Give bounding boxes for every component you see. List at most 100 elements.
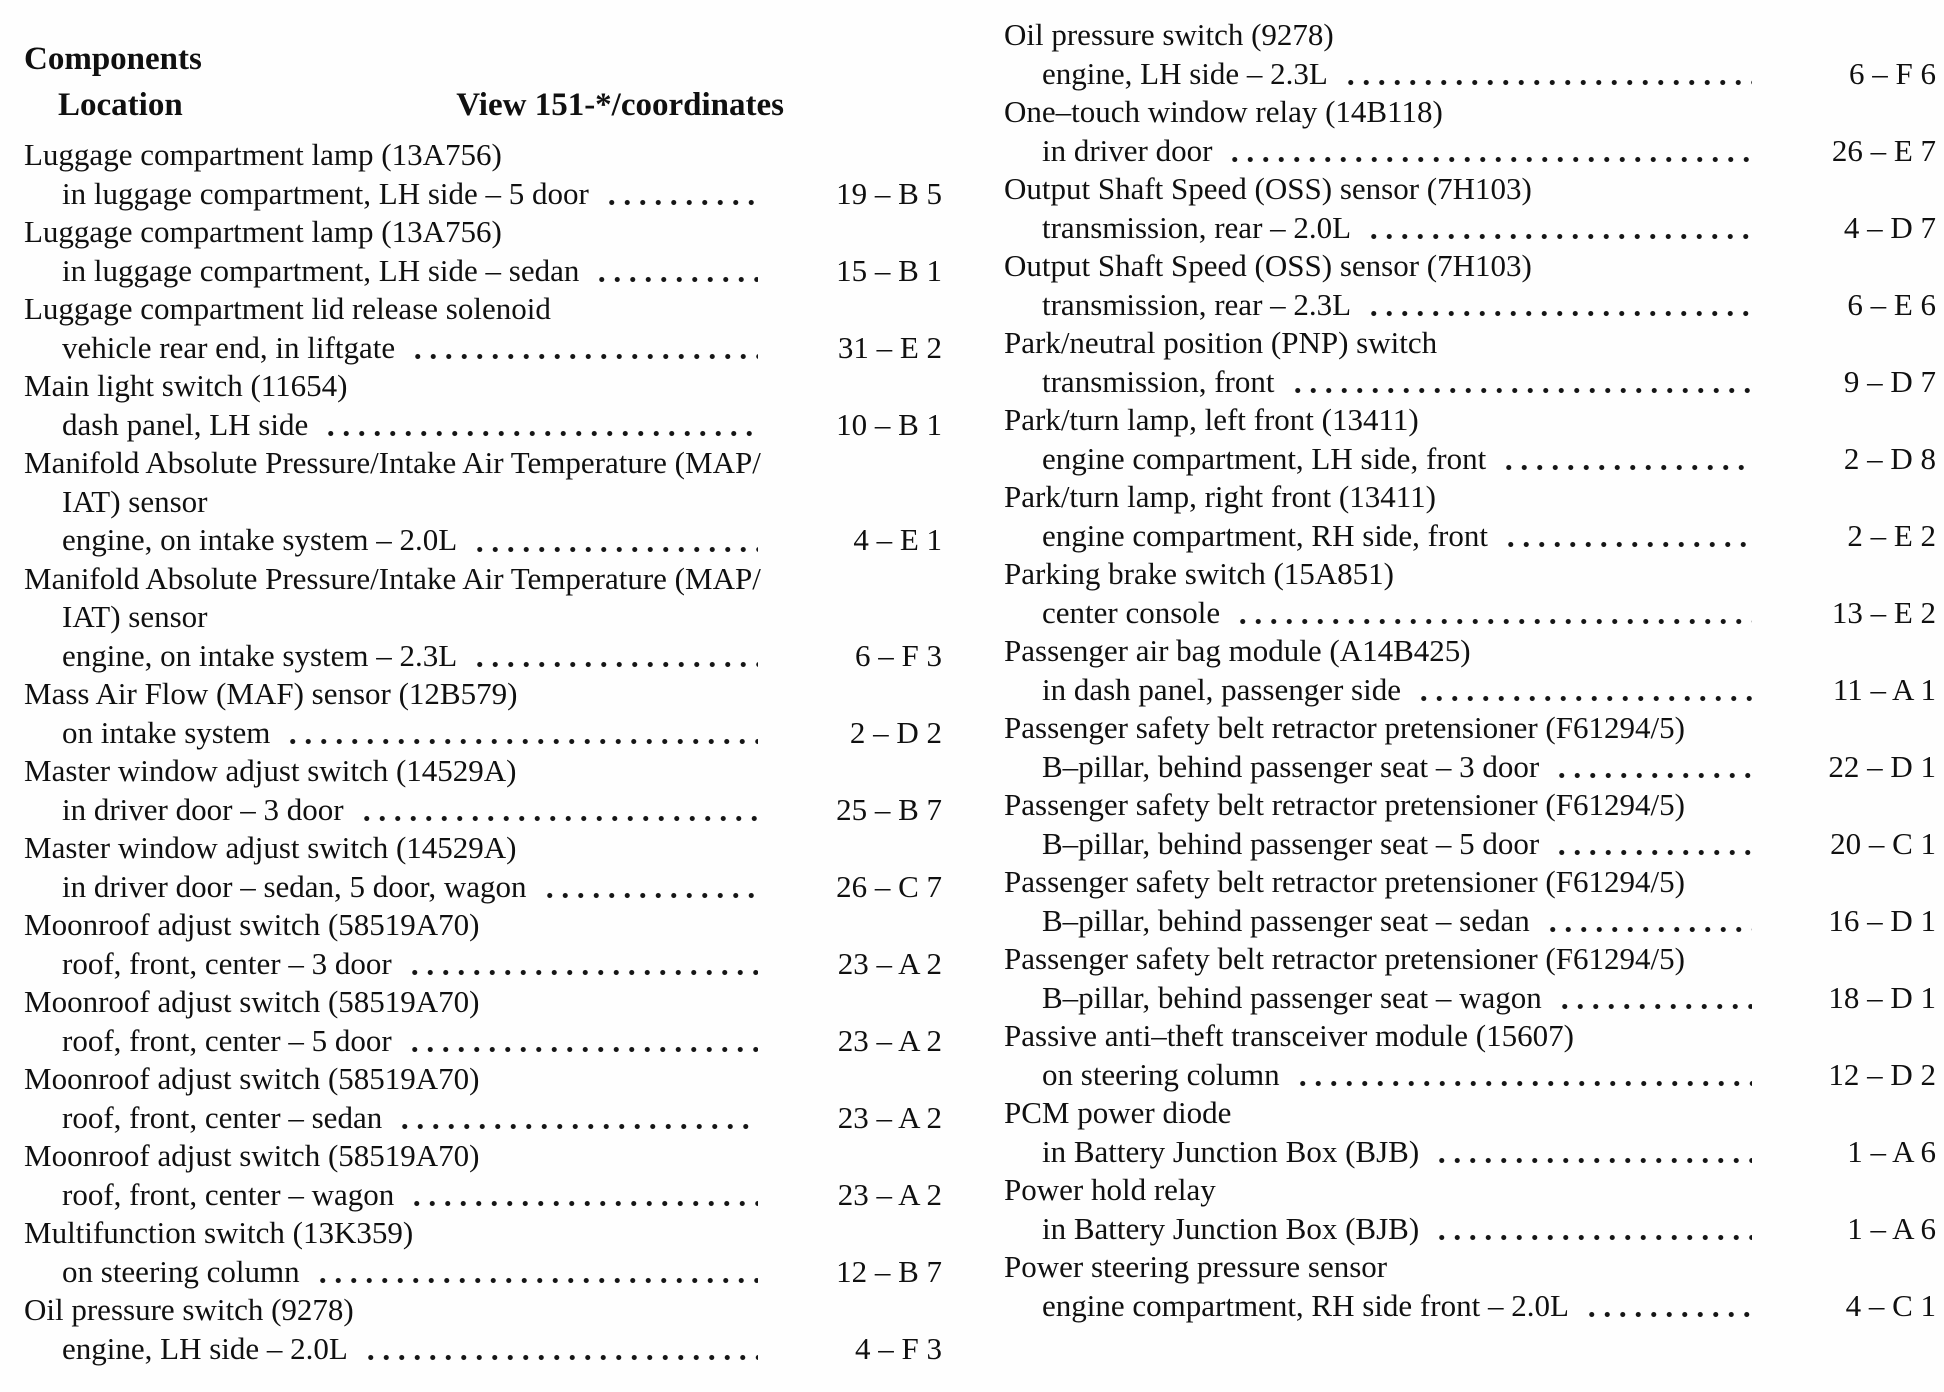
component-location: in driver door – 3 door xyxy=(62,791,344,827)
component-name: Passenger safety belt retractor pretensi… xyxy=(1004,710,1685,745)
dot-leader xyxy=(358,790,758,829)
component-location: center console xyxy=(1042,594,1221,630)
component-location: transmission, front xyxy=(1042,363,1275,399)
dot-leader xyxy=(1502,516,1752,555)
dot-leader xyxy=(1289,362,1752,401)
component-name: Manifold Absolute Pressure/Intake Air Te… xyxy=(24,560,761,596)
dot-leader xyxy=(541,867,758,906)
component-name: Power hold relay xyxy=(1004,1172,1216,1207)
component-name: Parking brake switch (15A851) xyxy=(1004,556,1394,591)
grid-coordinate: 6 – F 6 xyxy=(1849,55,1936,91)
component-location: transmission, rear – 2.0L xyxy=(1042,209,1352,245)
component-entry: Master window adjust switch (14529A) in d… xyxy=(24,752,942,829)
component-location: roof, front, center – 5 door xyxy=(62,1022,392,1058)
component-location: in driver door xyxy=(1042,132,1213,168)
grid-coordinate: 11 – A 1 xyxy=(1832,671,1936,707)
component-entry: Passenger safety belt retractor pretensi… xyxy=(1004,863,1936,940)
component-entry: Oil pressure switch (9278) engine, LH sid… xyxy=(24,1291,942,1368)
grid-coordinate: 4 – E 1 xyxy=(853,522,942,557)
location-row: in driver door – 3 door 25 – B 7 xyxy=(24,790,942,829)
grid-coordinate: 31 – E 2 xyxy=(837,329,942,365)
dot-leader xyxy=(594,251,758,290)
dot-leader xyxy=(1366,208,1752,247)
dot-leader xyxy=(1554,747,1752,786)
component-name: Passenger safety belt retractor pretensi… xyxy=(1004,787,1685,822)
view-coordinates-heading: View 151-*/coordinates xyxy=(456,86,784,123)
component-entry: Multifunction switch (13K359) on steering… xyxy=(24,1214,942,1291)
location-row: engine compartment, RH side, front 2 – E … xyxy=(1004,516,1936,555)
component-entry: Master window adjust switch (14529A) in d… xyxy=(24,829,942,906)
dot-leader xyxy=(409,1175,758,1214)
component-name: Oil pressure switch (9278) xyxy=(24,1292,354,1327)
dot-leader xyxy=(406,1021,758,1060)
location-row: center console 13 – E 2 xyxy=(1004,593,1936,632)
component-entry: Mass Air Flow (MAF) sensor (12B579) on in… xyxy=(24,675,942,752)
component-location: B–pillar, behind passenger seat – wagon xyxy=(1042,979,1542,1015)
component-location: B–pillar, behind passenger seat – sedan xyxy=(1042,902,1530,938)
component-name: Park/neutral position (PNP) switch xyxy=(1004,325,1438,360)
component-location: on intake system xyxy=(62,714,271,750)
dot-leader xyxy=(472,521,758,560)
location-row: transmission, rear – 2.0L 4 – D 7 xyxy=(1004,208,1936,247)
component-location: engine, on intake system – 2.3L xyxy=(62,637,458,673)
grid-coordinate: 13 – E 2 xyxy=(1831,594,1936,630)
dot-leader xyxy=(1415,670,1752,709)
location-row: on intake system 2 – D 2 xyxy=(24,713,942,752)
component-location: B–pillar, behind passenger seat – 5 door xyxy=(1042,825,1540,861)
location-row: in luggage compartment, LH side – 5 door… xyxy=(24,174,942,213)
component-name: Passenger safety belt retractor pretensi… xyxy=(1004,941,1685,976)
dot-leader xyxy=(1556,978,1752,1017)
component-location: in driver door – sedan, 5 door, wagon xyxy=(62,868,527,904)
component-location: engine, on intake system – 2.0L xyxy=(62,522,458,557)
grid-coordinate: 12 – B 7 xyxy=(836,1253,942,1289)
component-entry: Output Shaft Speed (OSS) sensor (7H103) t… xyxy=(1004,247,1936,324)
component-name: Moonroof adjust switch (58519A70) xyxy=(24,907,480,942)
grid-coordinate: 2 – E 2 xyxy=(1847,517,1936,553)
component-name: Power steering pressure sensor xyxy=(1004,1249,1388,1284)
location-row: engine, on intake system – 2.0L 4 – E 1 xyxy=(24,521,942,560)
left-entry-list: Luggage compartment lamp (13A756) in lugg… xyxy=(24,136,942,1368)
grid-coordinate: 16 – D 1 xyxy=(1828,902,1936,938)
location-row: in driver door – sedan, 5 door, wagon 26 … xyxy=(24,867,942,906)
component-location: in luggage compartment, LH side – 5 door xyxy=(62,175,589,211)
component-location: B–pillar, behind passenger seat – 3 door xyxy=(1042,748,1540,784)
right-column: Oil pressure switch (9278) engine, LH sid… xyxy=(1004,16,1936,1325)
component-entry: Moonroof adjust switch (58519A70) roof, f… xyxy=(24,1137,942,1214)
location-row: in Battery Junction Box (BJB) 1 – A 6 xyxy=(1004,1132,1936,1171)
dot-leader xyxy=(410,328,758,367)
dot-leader xyxy=(1342,54,1752,93)
dot-leader xyxy=(1434,1209,1752,1248)
component-name: One–touch window relay (14B118) xyxy=(1004,94,1443,129)
location-row: in driver door 26 – E 7 xyxy=(1004,131,1936,170)
dot-leader xyxy=(1554,824,1752,863)
location-row: engine, LH side – 2.3L 6 – F 6 xyxy=(1004,54,1936,93)
grid-coordinate: 4 – F 3 xyxy=(855,1330,942,1366)
component-location: in Battery Junction Box (BJB) xyxy=(1042,1210,1420,1246)
component-location: engine compartment, RH side, front xyxy=(1042,517,1488,553)
component-entry: Power steering pressure sensor engine com… xyxy=(1004,1248,1936,1325)
component-name: Moonroof adjust switch (58519A70) xyxy=(24,1061,480,1096)
dot-leader xyxy=(1434,1132,1752,1171)
dot-leader xyxy=(1544,901,1752,940)
component-entry: Park/turn lamp, left front (13411) engine… xyxy=(1004,401,1936,478)
location-row: on steering column 12 – D 2 xyxy=(1004,1055,1936,1094)
component-entry: Luggage compartment lamp (13A756) in lugg… xyxy=(24,136,942,213)
location-row: roof, front, center – 3 door 23 – A 2 xyxy=(24,944,942,983)
location-row: in dash panel, passenger side 11 – A 1 xyxy=(1004,670,1936,709)
component-name: Main light switch (11654) xyxy=(24,368,348,403)
dot-leader xyxy=(1366,285,1752,324)
component-name: Output Shaft Speed (OSS) sensor (7H103) xyxy=(1004,171,1532,206)
location-row: on steering column 12 – B 7 xyxy=(24,1252,942,1291)
grid-coordinate: 6 – F 3 xyxy=(855,637,942,673)
component-entry: Passenger safety belt retractor pretensi… xyxy=(1004,786,1936,863)
component-location: engine compartment, RH side front – 2.0L xyxy=(1042,1287,1569,1323)
component-name: Luggage compartment lid release solenoid xyxy=(24,291,551,326)
location-row: roof, front, center – 5 door 23 – A 2 xyxy=(24,1021,942,1060)
component-name: Passive anti–theft transceiver module (1… xyxy=(1004,1018,1574,1053)
component-entry: Park/turn lamp, right front (13411) engin… xyxy=(1004,478,1936,555)
dot-leader xyxy=(406,944,758,983)
component-entry: Moonroof adjust switch (58519A70) roof, f… xyxy=(24,983,942,1060)
component-location: vehicle rear end, in liftgate xyxy=(62,329,396,365)
location-row: in Battery Junction Box (BJB) 1 – A 6 xyxy=(1004,1209,1936,1248)
